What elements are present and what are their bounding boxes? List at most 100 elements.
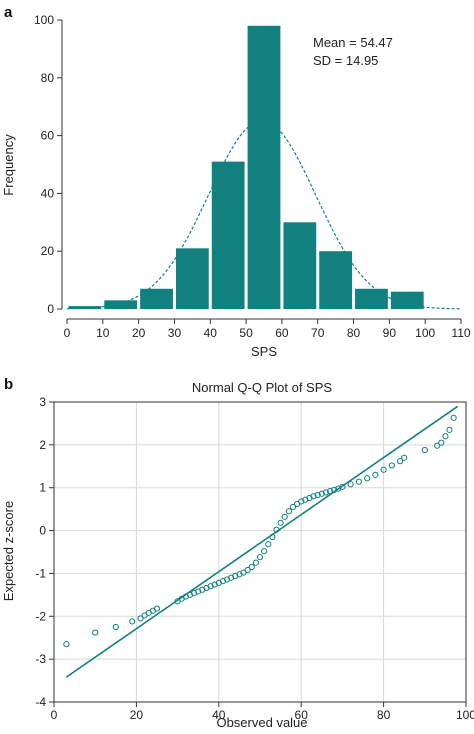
qq-point: [92, 629, 99, 636]
y-tick-label: 20: [41, 244, 55, 258]
reference-line: [65, 405, 459, 678]
qq-point: [281, 513, 288, 520]
qq-point: [450, 414, 457, 421]
x-axis-title: Observed value: [216, 715, 307, 730]
y-ticks: 3 2 1 0 -1 -2 -3 -4: [35, 395, 54, 709]
x-tick-label: 0: [51, 708, 58, 722]
y-tick-label: 0: [39, 524, 46, 538]
x-tick-label: 0: [64, 326, 71, 340]
data-points: [63, 414, 457, 648]
qq-point: [380, 466, 387, 473]
bar-50-60: [247, 25, 281, 310]
y-tick-label: 60: [41, 129, 55, 143]
y-tick-label: -3: [35, 652, 46, 666]
qq-point: [129, 618, 136, 625]
qq-point: [401, 454, 408, 461]
qq-point: [153, 605, 161, 612]
bar-60-70: [283, 222, 317, 309]
y-axis-title: Frequency: [1, 134, 16, 196]
y-tick-label: 40: [41, 186, 55, 200]
qq-point: [355, 478, 362, 485]
qq-point: [256, 554, 264, 561]
qq-point: [396, 458, 404, 465]
qq-point: [285, 508, 292, 515]
qq-point: [326, 488, 334, 495]
bar-10-20: [104, 300, 138, 309]
y-tick-label: 1: [39, 481, 46, 495]
x-tick-label: 60: [295, 708, 309, 722]
chart-title: Normal Q-Q Plot of SPS: [192, 380, 332, 395]
panel-label-a: a: [4, 4, 13, 21]
x-ticks: 0 10 20 30 40 50 60 70 80 90 100 110: [64, 319, 471, 340]
x-tick-label: 40: [212, 708, 226, 722]
qq-point: [277, 519, 284, 526]
x-tick-label: 50: [239, 326, 253, 340]
panel-label-b: b: [4, 376, 13, 393]
x-tick-label: 110: [451, 326, 470, 340]
qq-point: [331, 486, 338, 493]
qq-point: [347, 481, 354, 488]
qq-point: [310, 493, 317, 500]
qq-point: [269, 533, 276, 541]
bar-90-100: [390, 291, 424, 309]
x-tick-label: 80: [377, 708, 391, 722]
qq-point: [273, 526, 280, 533]
grid: [53, 401, 467, 703]
qq-point: [252, 559, 259, 566]
qq-point: [372, 471, 379, 478]
qq-point: [137, 615, 144, 622]
qq-point: [261, 548, 268, 555]
qq-point: [318, 490, 325, 497]
x-tick-label: 10: [96, 326, 110, 340]
y-tick-label: 100: [34, 13, 54, 27]
qq-point: [438, 439, 445, 446]
plot-frame: [53, 401, 467, 703]
y-tick-label: -4: [35, 695, 46, 709]
bar-20-30: [140, 288, 173, 309]
y-tick-label: 2: [39, 438, 46, 452]
histogram-panel: a 0 20 40 60 80 100 0 10 20 30 40 50 60 70 80 90 100 110…: [1, 4, 471, 359]
x-tick-label: 80: [347, 326, 361, 340]
qq-point: [339, 483, 346, 490]
y-tick-label: 3: [39, 395, 46, 409]
qq-point: [314, 491, 321, 499]
x-tick-label: 20: [132, 326, 146, 340]
qq-point: [63, 641, 70, 648]
qq-point: [364, 475, 371, 482]
x-tick-label: 20: [130, 708, 144, 722]
x-tick-label: 90: [383, 326, 397, 340]
bar-30-40: [175, 248, 209, 309]
x-tick-label: 60: [275, 326, 289, 340]
qq-point: [442, 433, 449, 440]
annotation-sd: SD = 14.95: [313, 53, 378, 68]
annotation-mean: Mean = 54.47: [313, 35, 393, 50]
x-tick-label: 70: [311, 326, 325, 340]
y-tick-label: 0: [47, 302, 54, 316]
qq-point: [388, 462, 395, 469]
qq-point: [244, 566, 251, 574]
qq-point: [421, 446, 428, 454]
y-axis-title: Expected z-score: [1, 501, 16, 601]
qq-point: [322, 489, 330, 496]
x-axis-title: SPS: [251, 344, 277, 359]
qq-point: [289, 503, 297, 511]
y-tick-label: -1: [35, 566, 46, 580]
qq-point: [265, 541, 272, 548]
bar-40-50: [211, 161, 245, 309]
normal-curve: [66, 120, 461, 310]
qq-plot-panel: b Normal Q-Q Plot of SPS 3 2 1 0 -1 -2 -3 -4 0 2…: [1, 376, 474, 730]
x-tick-label: 30: [168, 326, 182, 340]
y-tick-label: 80: [41, 71, 55, 85]
qq-point: [112, 623, 119, 631]
bar-0-10: [68, 306, 102, 309]
qq-point: [434, 442, 441, 449]
x-tick-label: 100: [415, 326, 435, 340]
histogram-bars: [68, 25, 424, 310]
y-ticks: 0 20 40 60 80 100: [34, 13, 62, 316]
x-tick-label: 100: [456, 708, 474, 722]
bar-80-90: [355, 288, 388, 309]
qq-point: [446, 426, 453, 433]
qq-point: [248, 563, 255, 571]
bar-70-80: [319, 251, 353, 309]
